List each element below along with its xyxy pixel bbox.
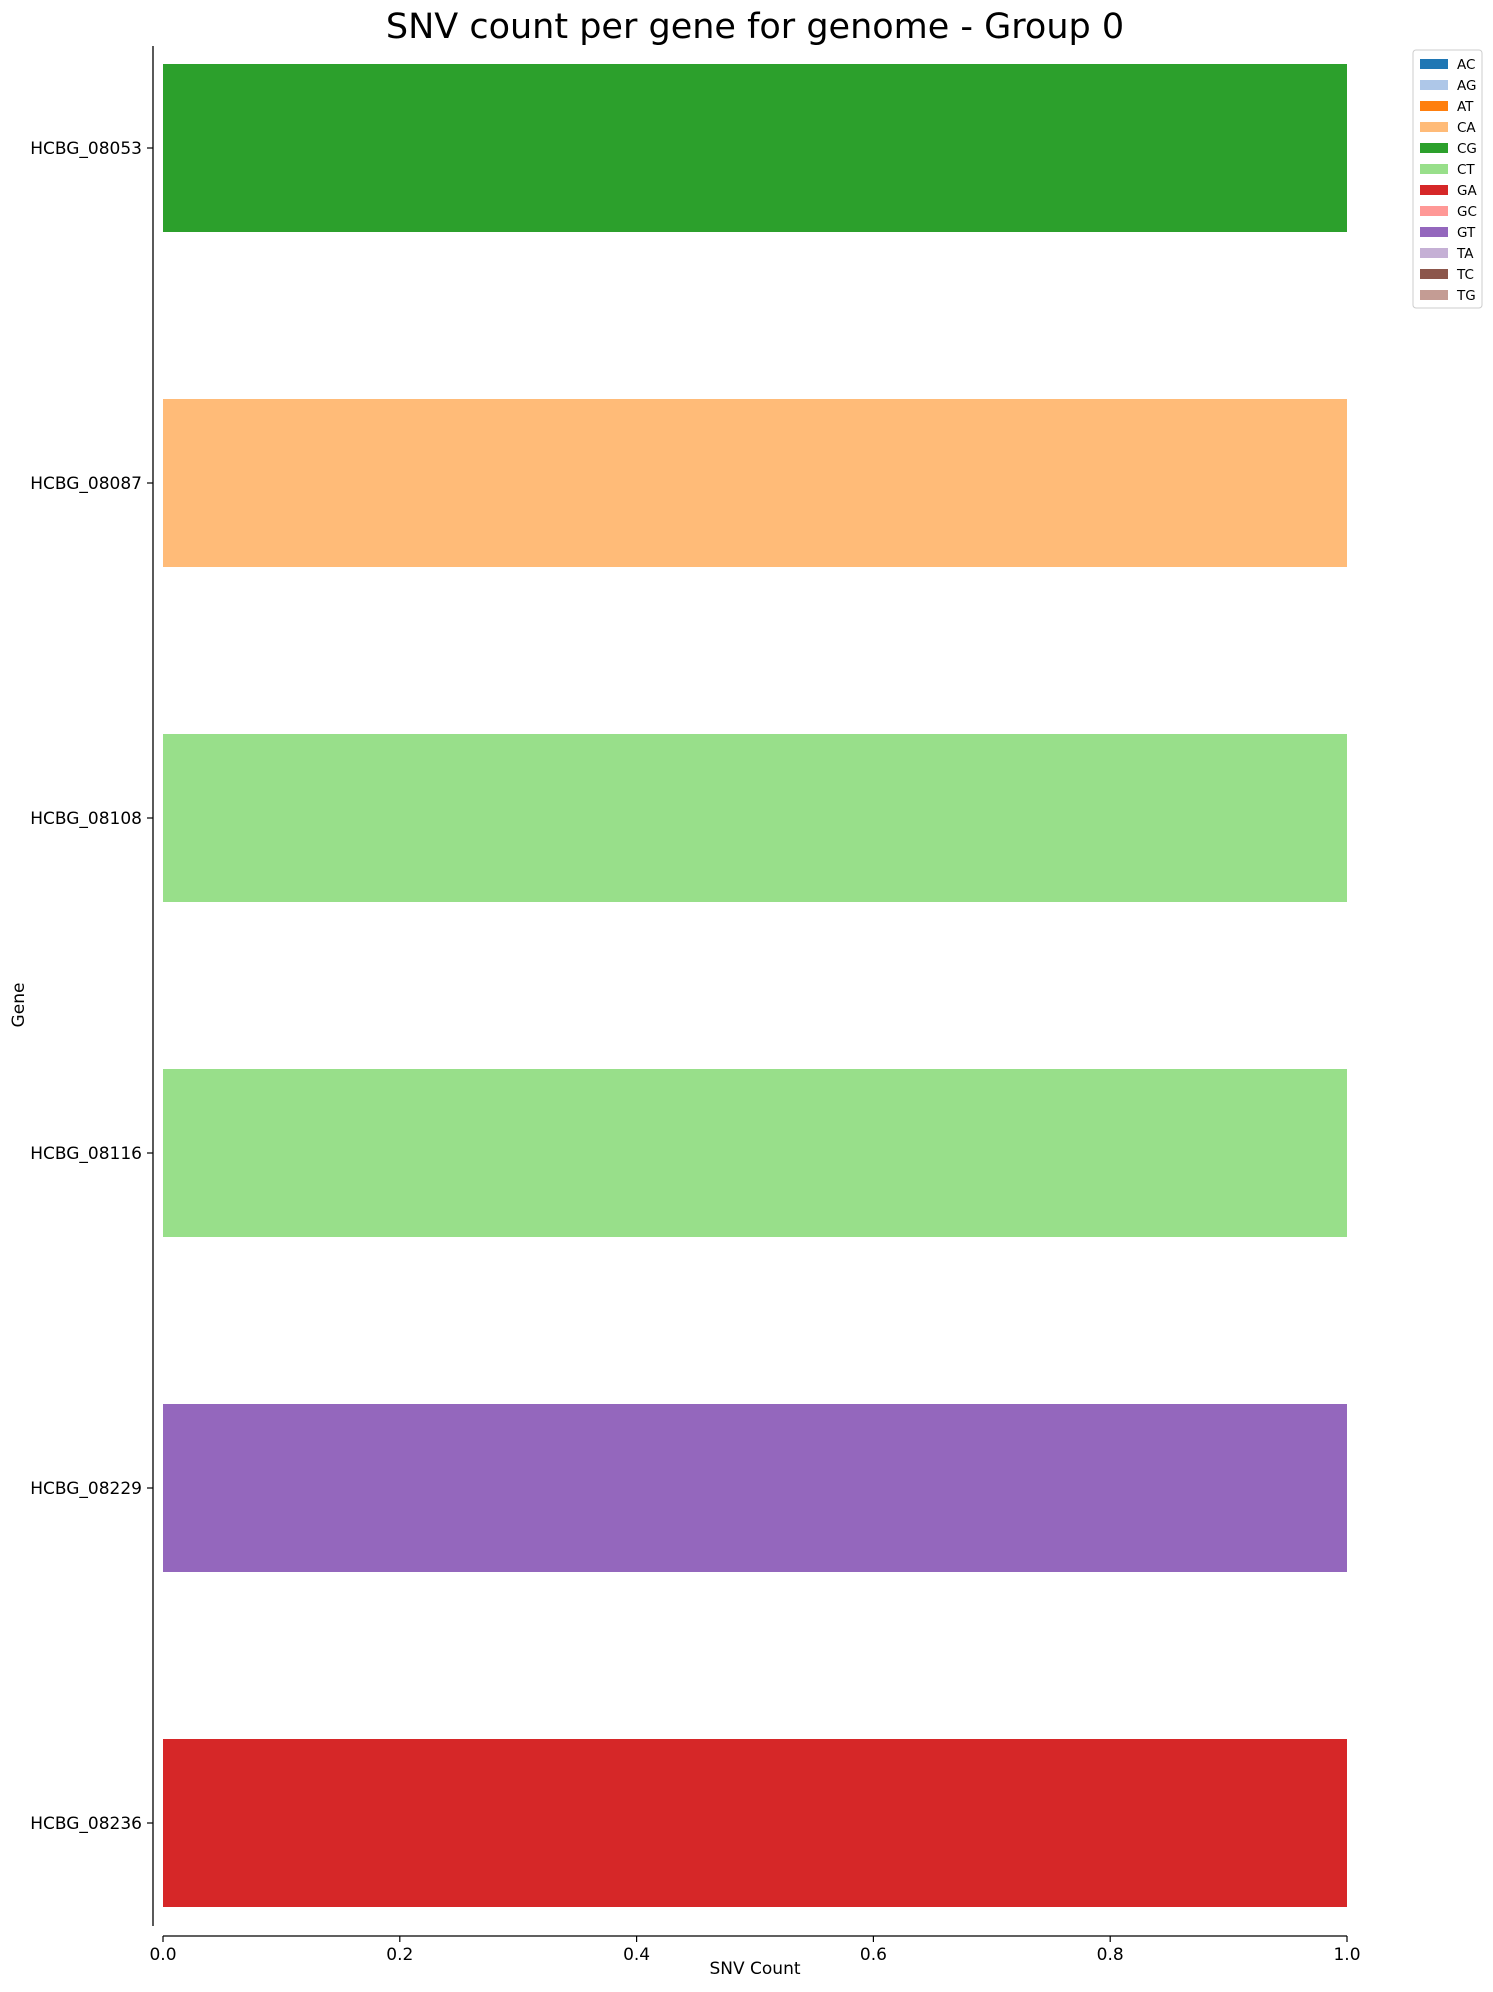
- y-tick-label: HCBG_08087: [30, 474, 142, 494]
- legend-swatch-CG: [1420, 143, 1448, 153]
- chart-title: SNV count per gene for genome - Group 0: [386, 7, 1124, 47]
- legend-label-AG: AG: [1457, 78, 1476, 94]
- legend-frame: [1412, 49, 1483, 309]
- legend-swatch-AC: [1420, 59, 1448, 69]
- bar-HCBG_08108: [163, 734, 1347, 902]
- legend-label-TA: TA: [1456, 246, 1474, 262]
- legend-label-CT: CT: [1457, 162, 1475, 178]
- y-tick-label: HCBG_08229: [30, 1479, 142, 1499]
- y-axis-label: Gene: [9, 983, 29, 1028]
- y-ticks-group: HCBG_08053 HCBG_08087 HCBG_08108 HCBG_08116…: [30, 139, 153, 1834]
- legend-label-GC: GC: [1457, 204, 1477, 220]
- x-tick-label: 0.2: [386, 1945, 413, 1965]
- bar-HCBG_08229: [163, 1404, 1347, 1572]
- legend-label-CA: CA: [1457, 120, 1476, 136]
- x-tick-label: 0.6: [860, 1945, 887, 1965]
- legend-label-AC: AC: [1457, 57, 1475, 73]
- legend-swatch-TA: [1420, 248, 1448, 258]
- legend-swatch-CA: [1420, 122, 1448, 132]
- bar-HCBG_08087: [163, 399, 1347, 567]
- x-axis-label: SNV Count: [709, 1959, 800, 1979]
- legend-label-CG: CG: [1457, 141, 1477, 157]
- y-tick-label: HCBG_08108: [30, 809, 142, 829]
- legend-swatch-GC: [1420, 206, 1448, 216]
- legend-label-GT: GT: [1457, 225, 1476, 241]
- legend-label-GA: GA: [1457, 183, 1477, 199]
- legend-label-TC: TC: [1456, 267, 1474, 283]
- x-tick-label: 0.0: [149, 1945, 176, 1965]
- y-tick-label: HCBG_08053: [30, 139, 142, 159]
- x-tick-label: 0.8: [1097, 1945, 1124, 1965]
- legend-swatch-AT: [1420, 101, 1448, 111]
- legend-swatch-TG: [1420, 290, 1448, 300]
- x-tick-label: 1.0: [1333, 1945, 1360, 1965]
- legend-swatch-TC: [1420, 269, 1448, 279]
- legend-label-AT: AT: [1457, 99, 1474, 115]
- y-tick-label: HCBG_08236: [30, 1814, 142, 1834]
- x-tick-label: 0.4: [623, 1945, 650, 1965]
- bar-HCBG_08053: [163, 64, 1347, 232]
- x-ticks-group: 0.0 0.2 0.4 0.6 0.8 1.0: [149, 1936, 1361, 1965]
- bar-HCBG_08236: [163, 1739, 1347, 1907]
- bar-HCBG_08116: [163, 1069, 1347, 1237]
- legend-swatch-GT: [1420, 227, 1448, 237]
- y-tick-label: HCBG_08116: [30, 1144, 142, 1164]
- legend-swatch-AG: [1420, 80, 1448, 90]
- legend-swatch-CT: [1420, 164, 1448, 174]
- legend: AC AG AT CA CG CT GA GC GT TA TC TG: [1412, 49, 1483, 309]
- bars-group: [163, 64, 1347, 1907]
- legend-swatch-GA: [1420, 185, 1448, 195]
- legend-label-TG: TG: [1456, 288, 1476, 304]
